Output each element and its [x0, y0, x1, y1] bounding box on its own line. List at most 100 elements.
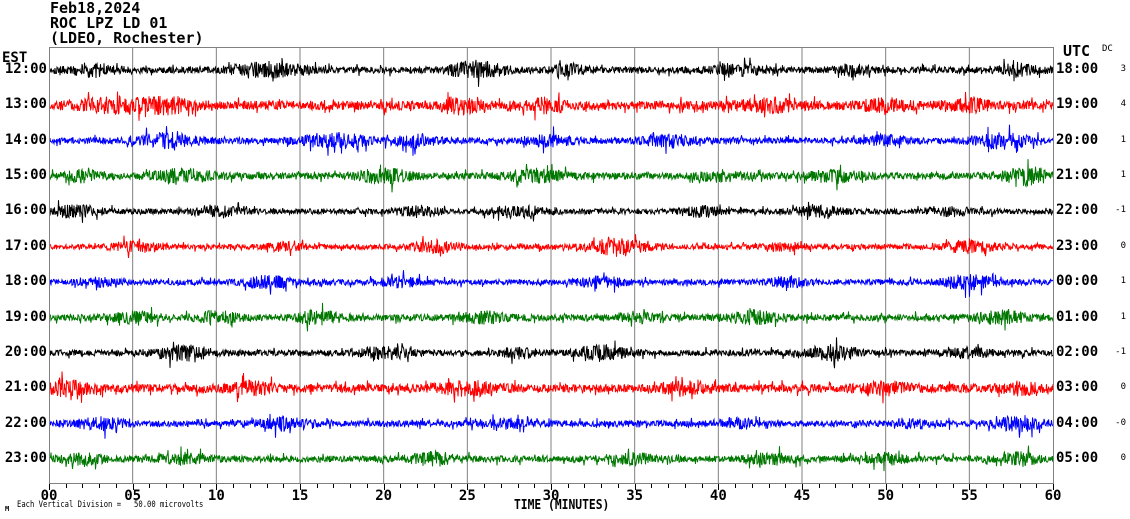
dc-value: 0: [1120, 382, 1126, 393]
x-minor-tick: [434, 484, 435, 488]
dc-value: -0: [1115, 417, 1126, 428]
x-minor-tick: [752, 484, 753, 488]
utc-time-label: 18:00: [1056, 61, 1099, 77]
x-major-tick: [551, 484, 552, 490]
est-axis-label: EST: [2, 50, 28, 66]
trace-1600: [50, 200, 1053, 223]
x-minor-tick: [518, 484, 519, 488]
trace-1200: [50, 57, 1053, 87]
x-major-tick: [49, 484, 50, 490]
utc-time-label: 19:00: [1056, 96, 1099, 113]
x-minor-tick: [417, 484, 418, 488]
x-major-tick: [635, 484, 636, 490]
est-time-label: 22:00: [4, 414, 47, 431]
trace-1900: [50, 302, 1053, 332]
x-minor-tick: [267, 484, 268, 488]
x-tick-label: 60: [1044, 488, 1062, 504]
x-major-tick: [300, 484, 301, 490]
x-tick-label: 30: [542, 488, 560, 504]
trace-1700: [50, 234, 1053, 259]
trace-1300: [50, 91, 1053, 121]
x-minor-tick: [668, 484, 669, 488]
x-minor-tick: [166, 484, 167, 488]
header-station: ROC LPZ LD 01: [50, 14, 168, 32]
x-major-tick: [1053, 484, 1054, 490]
utc-time-label: 03:00: [1056, 379, 1099, 396]
est-time-label: 14:00: [4, 131, 47, 148]
trace-1500: [50, 159, 1053, 193]
est-time-label: 23:00: [4, 449, 47, 466]
x-minor-tick: [919, 484, 920, 488]
est-time-label: 13:00: [4, 96, 47, 113]
x-major-tick: [467, 484, 468, 490]
est-time-label: 20:00: [4, 343, 47, 360]
x-minor-tick: [869, 484, 870, 488]
x-minor-tick: [584, 484, 585, 488]
x-tick-label: 15: [291, 488, 309, 504]
x-minor-tick: [501, 484, 502, 488]
x-minor-tick: [953, 484, 954, 488]
utc-axis-label: UTC: [1063, 42, 1091, 60]
seismogram-traces: [50, 48, 1053, 483]
utc-time-label: 04:00: [1056, 414, 1099, 431]
x-minor-tick: [367, 484, 368, 488]
utc-time-label: 05:00: [1056, 449, 1099, 466]
dc-value: 1: [1120, 276, 1126, 287]
x-minor-tick: [250, 484, 251, 488]
x-minor-tick: [233, 484, 234, 488]
x-minor-tick: [618, 484, 619, 488]
x-tick-label: 35: [626, 488, 644, 504]
dc-value: -1: [1115, 205, 1126, 216]
header-location: (LDEO, Rochester): [50, 29, 204, 47]
x-minor-tick: [283, 484, 284, 488]
x-tick-label: 50: [877, 488, 895, 504]
dc-value: 1: [1120, 170, 1126, 181]
utc-time-label: 01:00: [1056, 308, 1099, 325]
x-major-tick: [886, 484, 887, 490]
x-minor-tick: [451, 484, 452, 488]
est-time-label: 21:00: [4, 379, 47, 396]
x-tick-label: 05: [124, 488, 142, 504]
x-minor-tick: [400, 484, 401, 488]
utc-time-label: 20:00: [1056, 131, 1099, 148]
header-date: Feb18,2024: [50, 0, 141, 17]
x-minor-tick: [902, 484, 903, 488]
x-axis-title: TIME (MINUTES): [514, 498, 610, 513]
x-minor-tick: [685, 484, 686, 488]
x-minor-tick: [484, 484, 485, 488]
x-minor-tick: [852, 484, 853, 488]
x-minor-tick: [66, 484, 67, 488]
watermark-glyph: M: [5, 505, 10, 513]
utc-time-label: 23:00: [1056, 237, 1099, 254]
utc-time-label: 22:00: [1056, 202, 1099, 219]
est-time-label: 12:00: [4, 61, 47, 77]
x-tick-label: 40: [709, 488, 727, 504]
x-minor-tick: [735, 484, 736, 488]
trace-2100: [50, 371, 1053, 404]
x-minor-tick: [835, 484, 836, 488]
x-tick-label: 10: [207, 488, 225, 504]
x-major-tick: [384, 484, 385, 490]
x-tick-label: 55: [960, 488, 978, 504]
x-minor-tick: [350, 484, 351, 488]
dc-value: 0: [1120, 452, 1126, 463]
trace-1800: [50, 270, 1053, 298]
trace-2300: [50, 445, 1053, 472]
x-tick-label: 20: [375, 488, 393, 504]
seismogram-plot-area: [49, 47, 1054, 484]
x-tick-label: 45: [793, 488, 811, 504]
x-minor-tick: [116, 484, 117, 488]
x-minor-tick: [82, 484, 83, 488]
x-minor-tick: [317, 484, 318, 488]
x-minor-tick: [769, 484, 770, 488]
dc-value: 0: [1120, 240, 1126, 251]
x-major-tick: [133, 484, 134, 490]
x-tick-label: 25: [458, 488, 476, 504]
est-time-label: 19:00: [4, 308, 47, 325]
dc-axis-label: DC: [1102, 44, 1113, 54]
trace-1400: [50, 124, 1053, 156]
x-minor-tick: [333, 484, 334, 488]
est-time-label: 17:00: [4, 237, 47, 254]
x-minor-tick: [183, 484, 184, 488]
